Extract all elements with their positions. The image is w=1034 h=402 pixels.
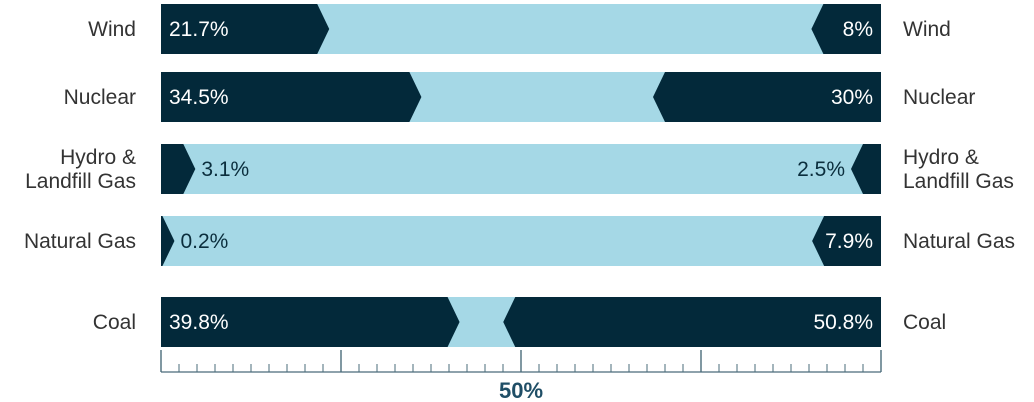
bar-left-nuclear [161,72,422,122]
bars-layer: 21.7% 8% 34.5% 30% 3.1% 2.5% 0.2% 7.9% 39.8% 50.8… [161,4,881,347]
category-label-right-natural-gas: Natural Gas [903,230,1015,253]
value-label-right-wind: 8% [843,18,873,41]
category-label-left-wind: Wind [88,18,136,41]
value-label-right-natural-gas: 7.9% [825,230,873,253]
bar-left-natural-gas [161,216,175,266]
category-label-right-nuclear: Nuclear [903,86,975,109]
bar-right-coal [503,297,881,347]
bar-right-nuclear [653,72,881,122]
bar-right-wind [811,4,881,54]
axis-layer [160,350,882,373]
bar-background-hydro-landfill-gas [161,144,881,194]
value-label-left-wind: 21.7% [169,18,229,41]
bar-left-coal [161,297,460,347]
value-label-left-coal: 39.8% [169,311,229,334]
value-label-left-hydro-landfill-gas: 3.1% [201,158,249,181]
category-label-right-hydro-landfill-gas: Hydro & Landfill Gas [903,146,1014,193]
value-label-right-coal: 50.8% [813,311,873,334]
category-label-right-coal: Coal [903,311,946,334]
value-label-right-nuclear: 30% [831,86,873,109]
category-label-left-natural-gas: Natural Gas [24,230,136,253]
value-label-right-hydro-landfill-gas: 2.5% [797,158,845,181]
bar-right-natural-gas [812,216,881,266]
value-label-left-natural-gas: 0.2% [180,230,228,253]
bar-right-hydro-landfill-gas [851,144,881,194]
axis-center-label: 50% [499,378,543,402]
category-label-left-coal: Coal [93,311,136,334]
bar-left-wind [161,4,330,54]
category-label-left-nuclear: Nuclear [64,86,136,109]
bar-left-hydro-landfill-gas [161,144,196,194]
value-label-left-nuclear: 34.5% [169,86,229,109]
category-labels-layer: Wind Wind Nuclear Nuclear Hydro & Landfill Ga… [24,18,1015,334]
category-label-right-wind: Wind [903,18,951,41]
category-label-left-hydro-landfill-gas: Hydro & Landfill Gas [25,146,136,193]
bar-background-natural-gas [161,216,881,266]
